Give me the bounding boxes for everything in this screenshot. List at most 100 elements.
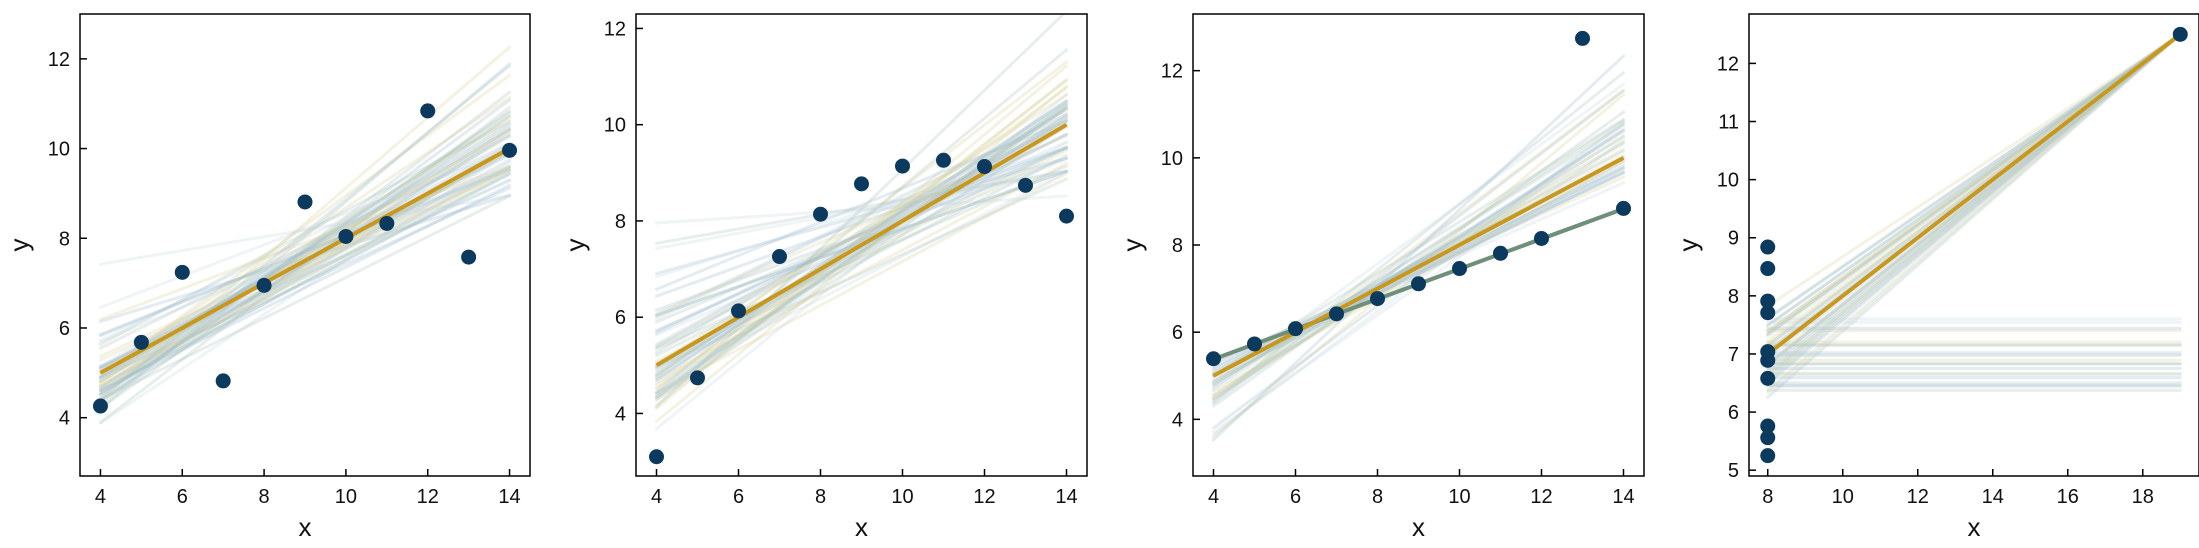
- x-tick-label: 8: [815, 486, 826, 508]
- data-point: [1411, 276, 1426, 292]
- y-tick-label: 8: [615, 211, 626, 233]
- x-tick-label: 10: [1832, 486, 1854, 508]
- data-point: [1329, 306, 1344, 322]
- bootstrap-line: [1212, 166, 1625, 382]
- bootstrap-line: [98, 183, 512, 392]
- y-tick-label: 4: [59, 408, 70, 430]
- x-tick-label: 4: [651, 486, 662, 508]
- bootstrap-line: [98, 165, 512, 388]
- bootstrap-line: [98, 128, 512, 384]
- y-tick-label: 10: [48, 139, 70, 161]
- axes-frame: [79, 13, 531, 477]
- bootstrap-line: [98, 45, 512, 401]
- x-tick-label: 18: [2132, 486, 2154, 508]
- bootstrap-line: [655, 123, 1068, 401]
- bootstrap-line: [655, 156, 1068, 276]
- y-tick-label: 12: [48, 49, 70, 71]
- y-axis-label: y: [1117, 239, 1147, 252]
- data-point: [1493, 245, 1508, 261]
- bootstrap-line: [655, 107, 1068, 375]
- bootstrap-line: [655, 119, 1068, 349]
- bootstrap-line: [98, 168, 512, 344]
- x-tick-label: 14: [1612, 486, 1634, 508]
- data-point: [731, 303, 746, 319]
- data-point: [1760, 370, 1776, 386]
- data-point: [461, 249, 477, 265]
- bootstrap-line: [1212, 110, 1625, 408]
- data-point: [977, 159, 992, 175]
- bootstrap-line: [1212, 54, 1625, 442]
- data-point: [813, 206, 828, 222]
- bootstrap-line: [655, 78, 1068, 407]
- bootstrap-line: [655, 48, 1068, 394]
- bootstrap-line: [655, 107, 1068, 355]
- data-point: [502, 142, 518, 158]
- bootstrap-line: [655, 133, 1068, 335]
- data-point: [1247, 336, 1262, 352]
- bootstrap-line: [98, 147, 512, 396]
- data-point: [1288, 321, 1303, 337]
- bootstrap-line: [98, 120, 512, 346]
- x-tick-label: 10: [1448, 486, 1470, 508]
- bootstrap-line: [98, 134, 512, 343]
- bootstrap-line: [655, 106, 1068, 396]
- data-point: [1760, 305, 1776, 321]
- bootstrap-line: [98, 90, 512, 406]
- panel-4: 8 10 12 14 16 18 5 6 7 8 9 10 11 12 x y: [1673, 13, 2199, 542]
- data-point: [1206, 351, 1221, 367]
- bootstrap-line: [98, 127, 512, 384]
- bootstrap-line: [655, 111, 1068, 402]
- bootstrap-line: [98, 186, 512, 380]
- x-tick-label: 16: [2057, 486, 2079, 508]
- y-tick-label: 12: [1717, 53, 1739, 75]
- bootstrap-line: [98, 111, 512, 390]
- bootstrap-line: [655, 93, 1068, 367]
- bootstrap-line: [655, 64, 1068, 410]
- x-tick-label: 10: [891, 486, 913, 508]
- bootstrap-line: [655, 103, 1068, 395]
- data-point: [1370, 291, 1385, 307]
- regression-line: [655, 122, 1068, 368]
- bootstrap-line: [655, 194, 1068, 225]
- data-point: [854, 176, 869, 192]
- bootstrap-line: [98, 168, 512, 362]
- data-point: [1760, 448, 1776, 464]
- data-point: [256, 277, 272, 293]
- bootstrap-line: [98, 164, 512, 321]
- x-tick-label: 4: [1208, 486, 1219, 508]
- bootstrap-line: [655, 86, 1068, 391]
- data-point: [772, 249, 787, 265]
- bootstrap-line: [655, 112, 1068, 319]
- data-point: [1059, 208, 1074, 224]
- data-point: [1575, 30, 1590, 46]
- x-tick-label: 14: [498, 486, 520, 508]
- x-tick-label: 8: [259, 486, 270, 508]
- y-tick-label: 6: [615, 307, 626, 329]
- bootstrap-line: [1212, 140, 1625, 384]
- bootstrap-line: [98, 171, 512, 393]
- bootstrap-line: [655, 145, 1068, 357]
- bootstrap-line: [1212, 121, 1625, 430]
- plot-area: [1760, 26, 2188, 464]
- y-tick-label: 10: [1717, 170, 1739, 192]
- x-tick-label: 10: [335, 486, 357, 508]
- bootstrap-line: [1212, 71, 1625, 403]
- bootstrap-line: [1212, 175, 1625, 365]
- y-tick-label: 7: [1728, 344, 1739, 366]
- regression-line: [1212, 156, 1625, 378]
- bootstrap-line: [1766, 32, 2182, 392]
- bootstrap-line: [1766, 32, 2182, 379]
- data-point: [174, 264, 190, 280]
- bootstrap-line: [98, 158, 512, 382]
- bootstrap-line: [98, 149, 512, 425]
- x-tick-label: 8: [1762, 486, 1773, 508]
- bootstrap-line: [1766, 32, 2182, 328]
- bootstrap-line: [98, 194, 512, 266]
- bootstrap-line: [1212, 159, 1625, 393]
- bootstrap-line: [655, 84, 1068, 423]
- y-axis-label: y: [1673, 239, 1703, 252]
- data-point: [297, 194, 313, 210]
- y-tick-label: 8: [1172, 235, 1183, 257]
- bootstrap-line: [98, 121, 512, 372]
- x-tick-label: 14: [1982, 486, 2004, 508]
